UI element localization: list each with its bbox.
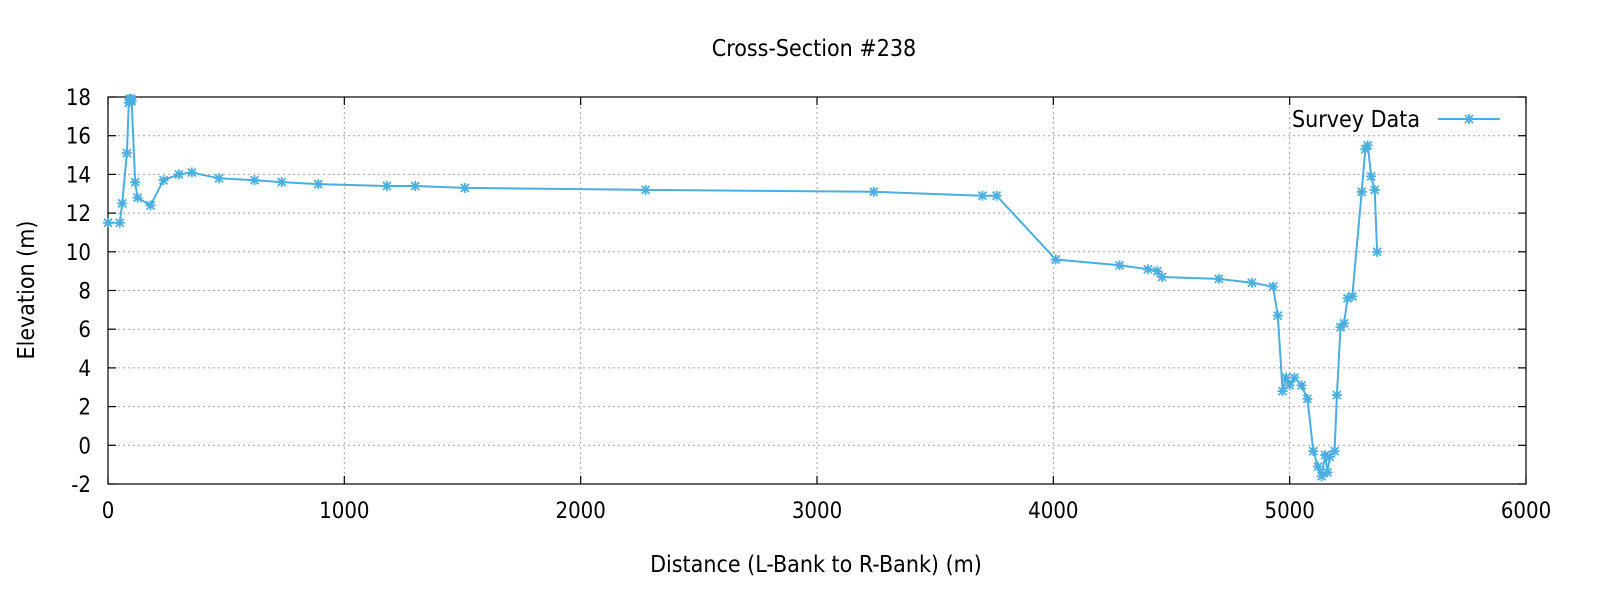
data-point [1366,171,1377,182]
data-point [145,200,156,211]
x-tick-label: 5000 [1264,499,1314,524]
data-point [1268,281,1279,292]
legend-label: Survey Data [1292,107,1420,133]
y-tick-label: 2 [78,396,91,421]
data-point [1347,291,1358,302]
data-point [381,181,392,192]
data-point [1331,389,1342,400]
data-point [130,177,141,188]
data-point [1142,264,1153,275]
data-point [1339,318,1350,329]
data-point [132,192,143,203]
data-point [1362,140,1373,151]
series-line [108,95,1379,481]
data-point [158,175,169,186]
x-tick-label: 6000 [1501,499,1551,524]
data-point [1308,446,1319,457]
data-point [1369,184,1380,195]
y-tick-label: 14 [66,163,91,188]
data-point [991,190,1002,201]
y-tick-label: 12 [66,202,91,227]
x-tick-label: 0 [102,499,115,524]
data-point [410,181,421,192]
x-tick-label: 3000 [792,499,842,524]
data-point [459,182,470,193]
data-point [1302,393,1313,404]
data-point [186,167,197,178]
data-point [1296,380,1307,391]
data-point [173,169,184,180]
axis-ticks: 0 1000 2000 3000 4000 5000 6000 -2 0 2 4 6 8 10 12 14 16… [66,86,1551,524]
data-point [126,95,137,106]
y-tick-label: 10 [66,241,91,266]
data-point [1277,386,1288,397]
data-point [313,179,324,190]
legend: Survey Data [1292,107,1500,133]
data-point [977,190,988,201]
grid [108,97,1526,484]
y-tick-label: 6 [78,318,91,343]
legend-marker-glyph [1464,114,1474,124]
data-point [1213,273,1224,284]
y-tick-label: 18 [66,86,91,111]
data-point [868,186,879,197]
y-axis-title: Elevation (m) [14,221,40,360]
data-point [1313,461,1324,472]
data-point [103,217,113,228]
data-point [1316,471,1327,482]
data-point [1246,277,1257,288]
data-point [1284,380,1295,391]
data-point [1050,254,1061,265]
x-axis-title: Distance (L-Bank to R-Bank) (m) [650,552,982,578]
y-tick-label: -2 [71,473,91,498]
y-tick-label: 0 [78,434,91,459]
x-tick-label: 2000 [555,499,605,524]
data-point [1114,260,1125,271]
data-point [640,184,651,195]
data-point [117,198,128,209]
data-point [121,148,132,159]
data-point [249,175,260,186]
data-point [1329,446,1340,457]
chart-title: Cross-Section #238 [712,36,916,62]
data-point [1289,372,1300,383]
data-point [114,217,125,228]
y-tick-label: 4 [78,357,91,382]
x-tick-label: 4000 [1028,499,1078,524]
data-point [1272,310,1283,321]
y-tick-label: 16 [66,125,91,150]
legend-marker [1464,114,1474,124]
data-point [1322,467,1333,478]
y-tick-label: 8 [78,280,91,305]
data-point [1356,186,1367,197]
data-point [276,177,287,188]
data-point [214,173,225,184]
data-point [1372,246,1383,257]
data-point [1157,271,1168,282]
series-survey-data [103,93,1383,482]
x-tick-label: 1000 [319,499,369,524]
